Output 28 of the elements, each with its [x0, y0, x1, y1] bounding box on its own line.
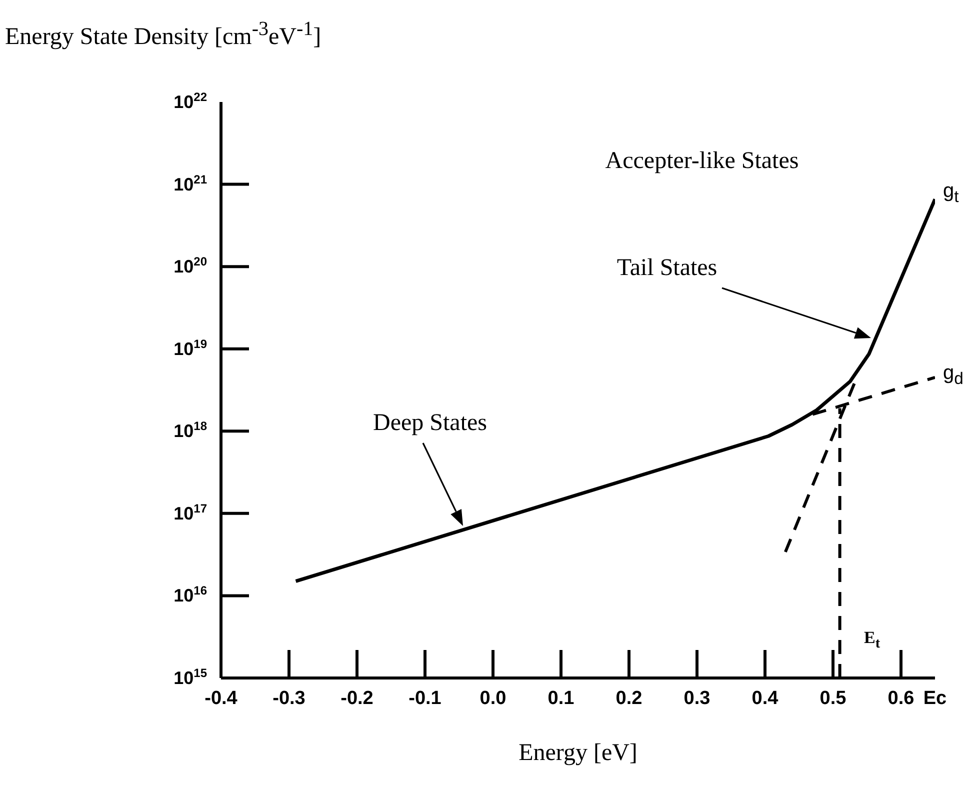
x-tick-label: Ec [923, 688, 948, 709]
y-tick-label: 10$^{16}$ [174, 584, 208, 606]
x-axis-title: Energy [eV] [518, 740, 638, 767]
y-tick-label: 10$^{20}$ [174, 254, 208, 277]
y-tick-label: 10$^{21}$ [174, 172, 208, 194]
x-tick-label: 0.4 [752, 688, 779, 709]
annotation: E$_{t}$ [864, 628, 880, 652]
annotation: Deep States [373, 410, 487, 436]
y-tick-label: 10$^{19}$ [174, 336, 208, 359]
y-tick-label: 10$^{15}$ [174, 666, 208, 688]
x-tick-label: 0.5 [820, 688, 847, 709]
text: g$_{t}$ [943, 179, 959, 207]
x-tick-label: 0.6 [888, 688, 914, 709]
x-tick-label: 0.0 [480, 688, 506, 709]
x-tick-label: -0.1 [408, 688, 442, 709]
x-tick-label: 0.3 [684, 688, 710, 709]
x-tick-label: 0.1 [548, 688, 575, 709]
x-tick-label: -0.2 [340, 688, 374, 709]
annotation: Tail States [616, 255, 718, 281]
x-tick-label: 0.2 [616, 688, 642, 709]
y-tick-label: 10$^{18}$ [174, 419, 208, 442]
x-tick-label: -0.3 [272, 688, 306, 709]
y-tick-label: 10$^{22}$ [174, 90, 208, 112]
x-tick-label: -0.4 [204, 688, 238, 709]
y-tick-label: 10$^{17}$ [174, 501, 208, 524]
annotation: Accepter-like States [605, 148, 799, 174]
y-axis-title: Energy State Density [cm$^{-3}$eV$^{-1}$] [5, 18, 322, 51]
text: g$_{d}$ [943, 361, 964, 389]
